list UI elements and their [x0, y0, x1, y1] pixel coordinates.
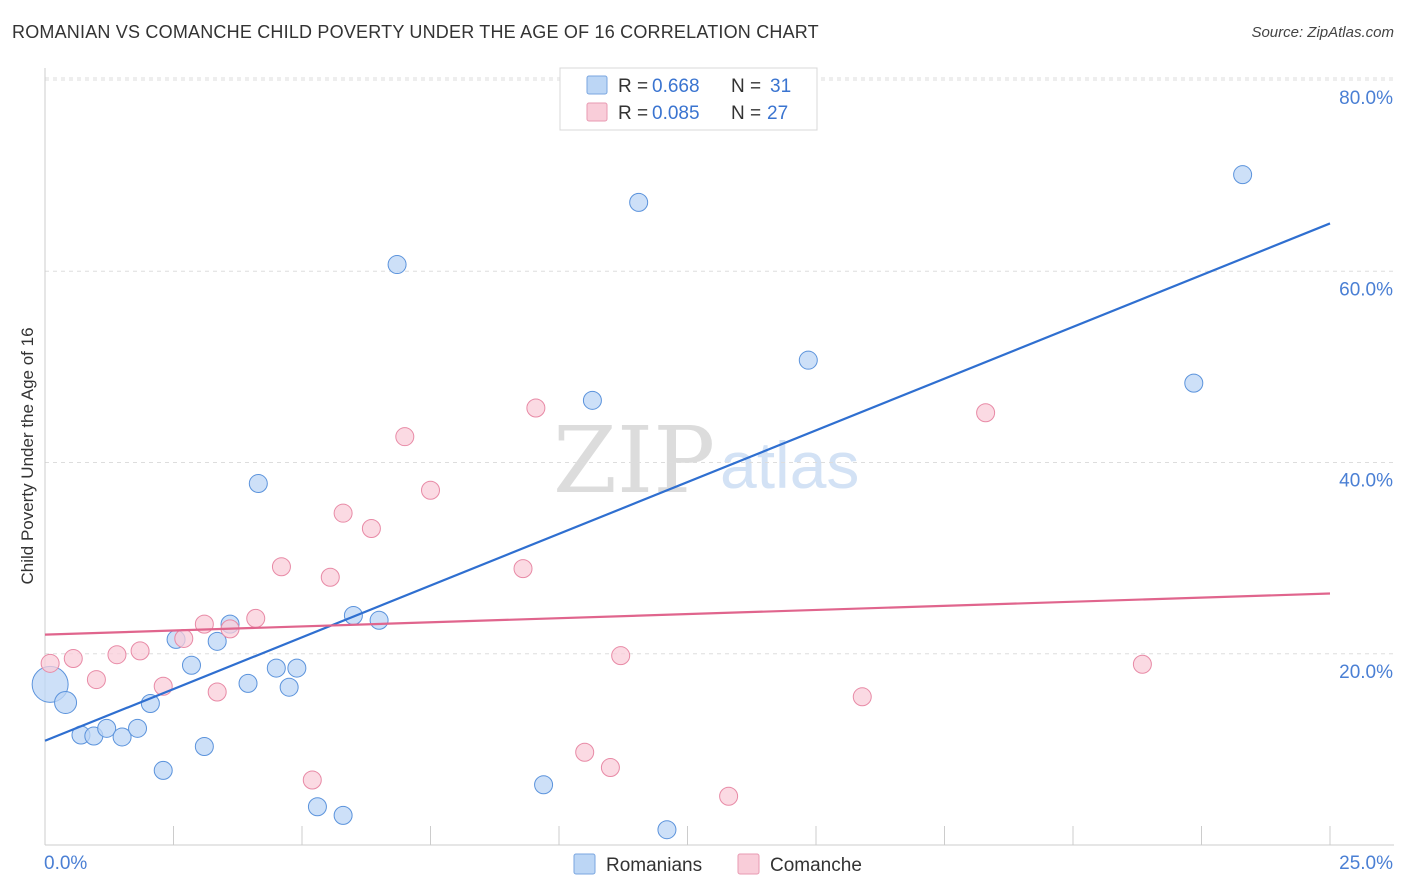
comanche-point-11 [271, 557, 291, 577]
legend-r-label-2: R = [618, 103, 648, 124]
romanians-point-28 [798, 350, 818, 370]
romanians-point-25 [582, 390, 602, 410]
legend-swatch-comanche [586, 102, 608, 122]
stats-legend: R = 0.668 N = 31 R = 0.085 N = 27 [559, 67, 818, 131]
watermark-atlas: atlas [720, 428, 859, 502]
comanche-point-3 [107, 645, 127, 665]
romanians-point-18 [287, 658, 307, 678]
romanians-point-23 [387, 255, 407, 275]
romanians-point-1 [54, 691, 78, 715]
legend-n-value-2: 27 [767, 103, 788, 124]
comanche-point-19 [526, 398, 546, 418]
legend-r-label-1: R = [618, 76, 648, 97]
romanians-point-6 [128, 718, 148, 738]
romanians-point-29 [1184, 373, 1204, 393]
romanians-point-14 [238, 673, 258, 693]
legend-r-value-2: 0.085 [652, 103, 700, 124]
comanche-point-23 [719, 786, 739, 806]
comanche-point-12 [302, 770, 322, 790]
legend-n-value-1: 31 [770, 76, 791, 97]
x-tick-label-min: 0.0% [44, 853, 87, 874]
comanche-point-15 [361, 518, 381, 538]
comanche-point-6 [174, 628, 194, 648]
comanche-point-0 [40, 653, 60, 673]
romanians-point-15 [248, 474, 268, 494]
romanians-point-5 [112, 727, 132, 747]
legend-swatch-romanians [586, 75, 608, 95]
comanche-point-7 [207, 682, 227, 702]
romanians-point-11 [194, 737, 214, 757]
y-tick-label-20: 20.0% [1339, 662, 1393, 683]
trend-lines [44, 222, 1331, 742]
romanians-point-26 [629, 192, 649, 212]
series-legend-label-comanche: Comanche [770, 855, 862, 876]
gridlines [45, 77, 1394, 655]
romanians-point-4 [97, 718, 117, 738]
legend-n-label-2: N = [731, 103, 761, 124]
romanians-point-16 [266, 658, 286, 678]
watermark-zip: ZIP [553, 407, 715, 514]
romanians-point-27 [657, 820, 677, 840]
comanche-point-18 [513, 559, 533, 579]
y-axis-label: Child Poverty Under the Age of 16 [18, 327, 37, 584]
comanche-point-4 [130, 641, 150, 661]
comanche-point-17 [421, 480, 440, 500]
comanche-point-20 [575, 742, 595, 762]
y-tick-label-40: 40.0% [1339, 471, 1393, 492]
comanche-point-2 [86, 670, 106, 690]
romanians-point-12 [207, 631, 227, 651]
romanians-point-8 [153, 760, 173, 780]
x-tick-label-max: 25.0% [1339, 853, 1393, 874]
series-legend-label-romanians: Romanians [606, 855, 702, 876]
y-tick-label-60: 60.0% [1339, 279, 1393, 300]
series-legend-swatch-romanians [573, 853, 596, 875]
comanche-point-26 [1132, 654, 1152, 674]
comanche-point-21 [600, 758, 620, 778]
x-ticks [44, 826, 1331, 845]
legend-n-label-1: N = [731, 76, 761, 97]
comanche-trend-line [44, 592, 1331, 636]
comanche-point-24 [852, 687, 872, 707]
romanians-point-24 [534, 775, 554, 795]
series-legend: Romanians Comanche [573, 853, 862, 876]
romanians-point-22 [369, 610, 389, 630]
legend-r-value-1: 0.668 [652, 76, 700, 97]
romanians-point-17 [279, 677, 299, 697]
romanians-trend-line [44, 222, 1331, 742]
y-tick-labels: 20.0% 40.0% 60.0% 80.0% [1339, 88, 1393, 683]
comanche-point-13 [320, 567, 340, 587]
chart-title: ROMANIAN VS COMANCHE CHILD POVERTY UNDER… [12, 22, 819, 42]
comanche-point-14 [333, 503, 353, 523]
y-tick-label-80: 80.0% [1339, 88, 1393, 109]
comanche-point-1 [63, 649, 83, 669]
comanche-point-22 [611, 646, 631, 666]
series-legend-swatch-comanche [737, 853, 760, 875]
romanians-point-20 [333, 805, 353, 825]
comanche-point-10 [246, 608, 266, 628]
comanche-point-16 [395, 427, 415, 447]
romanians-point-10 [181, 655, 201, 675]
comanche-point-25 [976, 403, 996, 423]
romanians-point-19 [307, 797, 327, 817]
source-label: Source: ZipAtlas.com [1251, 24, 1394, 41]
romanians-point-30 [1233, 165, 1253, 185]
